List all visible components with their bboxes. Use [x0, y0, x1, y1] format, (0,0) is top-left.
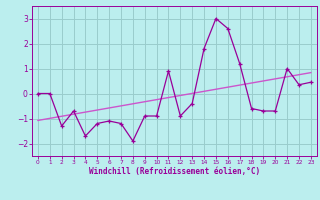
X-axis label: Windchill (Refroidissement éolien,°C): Windchill (Refroidissement éolien,°C) [89, 167, 260, 176]
